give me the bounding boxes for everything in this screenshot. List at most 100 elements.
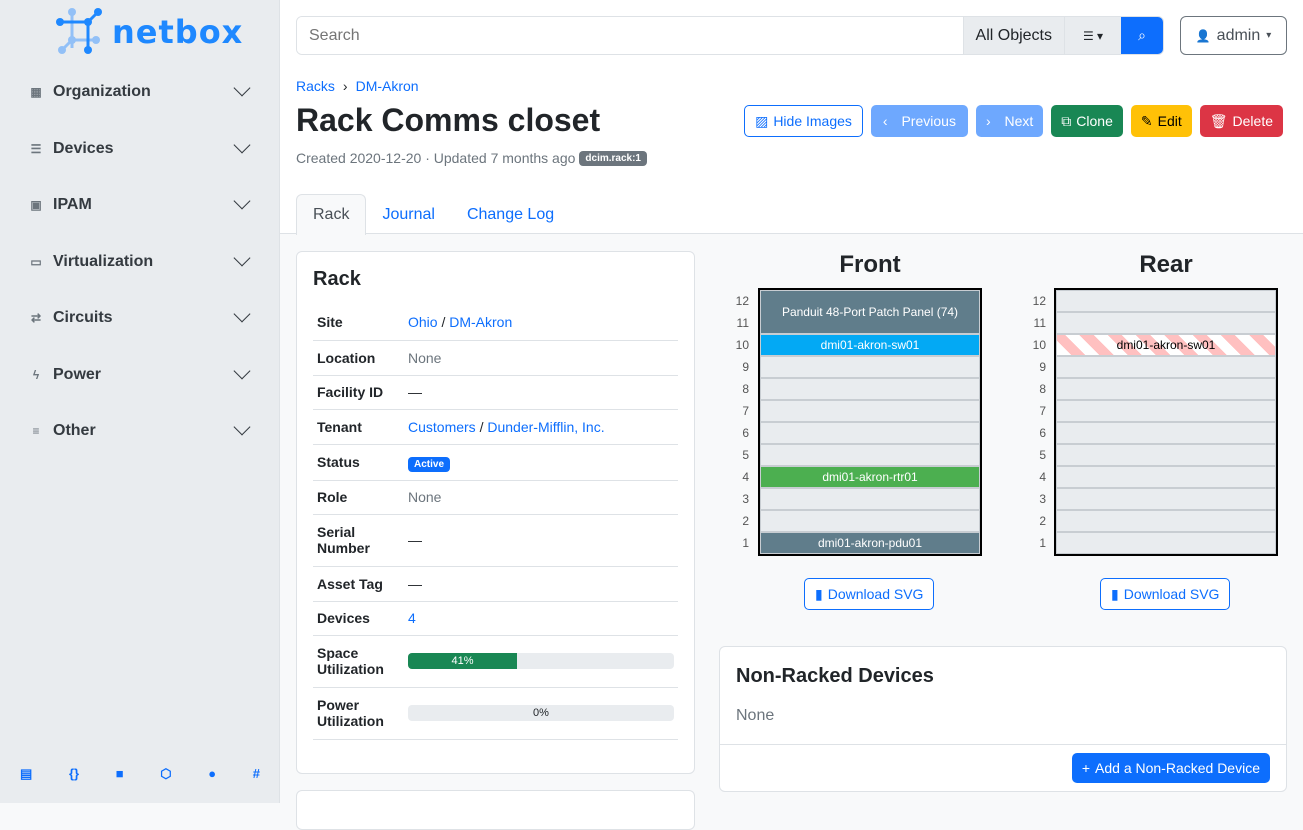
empty-unit-slot[interactable] (760, 400, 980, 422)
unit-number: 10 (1032, 338, 1046, 352)
search-bar: All Objects ☰ ▾ ⌕ (296, 16, 1164, 55)
nav-ipam[interactable]: ▣ IPAM (28, 190, 252, 220)
empty-unit-slot[interactable] (1056, 488, 1276, 510)
delete-button[interactable]: 🗑 Delete (1199, 105, 1283, 137)
nav-circuits[interactable]: ⇄ Circuits (28, 303, 252, 333)
nav-organization[interactable]: ▦ Organization (28, 77, 252, 107)
breadcrumb-racks[interactable]: Racks (296, 78, 335, 94)
non-racked-value: None (736, 707, 775, 724)
empty-unit-slot[interactable] (1056, 356, 1276, 378)
rack-device[interactable]: dmi01-akron-pdu01 (760, 532, 980, 554)
serial-value: — (404, 514, 678, 567)
power-utilization-bar: 0% (408, 705, 674, 721)
download-rear-svg-button[interactable]: ▮ Download SVG (1100, 578, 1231, 610)
empty-unit-slot[interactable] (1056, 290, 1276, 312)
empty-unit-slot[interactable] (760, 510, 980, 532)
empty-unit-slot[interactable] (760, 378, 980, 400)
download-front-svg-button[interactable]: ▮ Download SVG (804, 578, 935, 610)
rack-device[interactable]: dmi01-akron-sw01 (760, 334, 980, 356)
button-label: Hide Images (773, 113, 852, 129)
rack-card: Rack Site Ohio / DM-Akron Location None Fa… (296, 251, 695, 774)
progress-fill: 41% (408, 653, 518, 669)
tab-journal[interactable]: Journal (382, 205, 435, 223)
hide-images-button[interactable]: ▨ Hide Images (744, 105, 863, 137)
caret-down-icon: ▾ (1266, 30, 1272, 41)
empty-unit-slot[interactable] (760, 356, 980, 378)
empty-unit-slot[interactable] (1056, 510, 1276, 532)
netbox-logo-icon (56, 8, 102, 54)
tenant-group-link[interactable]: Customers (408, 418, 476, 435)
search-button[interactable]: ⌕ (1121, 17, 1163, 54)
devices-link[interactable]: 4 (408, 610, 416, 626)
tenant-link[interactable]: Dunder-Mifflin, Inc. (487, 418, 605, 435)
empty-unit-slot[interactable] (760, 444, 980, 466)
file-icon: ▮ (1111, 585, 1119, 602)
unit-number: 11 (1033, 316, 1046, 330)
search-input[interactable] (297, 17, 963, 54)
empty-unit-slot[interactable] (1056, 466, 1276, 488)
github-icon[interactable]: ● (208, 766, 217, 781)
previous-button[interactable]: ‹ Previous (870, 105, 968, 137)
nav-other[interactable]: ≡ Other (28, 416, 252, 446)
card-title: Rack (313, 268, 361, 290)
netbox-logo[interactable]: netbox (56, 8, 243, 56)
slack-icon[interactable]: # (252, 766, 260, 781)
label: Facility ID (313, 375, 404, 410)
filter-dropdown[interactable]: ☰ ▾ (1064, 17, 1121, 54)
chevron-down-icon (233, 362, 251, 380)
chevron-down-icon (233, 192, 251, 210)
rack-device[interactable]: Panduit 48-Port Patch Panel (74) (760, 290, 980, 334)
book-icon[interactable]: ■ (115, 766, 124, 781)
rack-front-elevation[interactable]: Panduit 48-Port Patch Panel (74) dmi01-ak… (758, 288, 982, 556)
search-scope-select[interactable]: All Objects (962, 17, 1064, 54)
nav-label: Devices (53, 140, 114, 157)
docs-icon[interactable]: ▤ (20, 766, 33, 781)
add-non-racked-device-button[interactable]: + Add a Non-Racked Device (1071, 753, 1270, 783)
unit-number: 12 (1032, 294, 1046, 308)
tab-rack[interactable]: Rack (296, 194, 367, 235)
site-link[interactable]: DM-Akron (449, 314, 513, 331)
tab-change-log[interactable]: Change Log (466, 205, 555, 223)
next-card (296, 790, 695, 830)
page-title: Rack Comms closet (296, 102, 601, 138)
unit-number: 1 (742, 536, 749, 550)
rear-title: Rear (1139, 251, 1193, 278)
rack-device[interactable]: dmi01-akron-rtr01 (760, 466, 980, 488)
facility-value: — (404, 375, 678, 410)
role-value: None (404, 480, 678, 515)
region-link[interactable]: Ohio (408, 314, 438, 331)
rack-attributes-table: Site Ohio / DM-Akron Location None Facilit… (313, 305, 678, 740)
object-badge: dcim.rack:1 (579, 150, 647, 166)
nav-devices[interactable]: ☰ Devices (28, 134, 252, 164)
label: Asset Tag (313, 566, 404, 602)
empty-unit-slot[interactable] (760, 488, 980, 510)
user-menu[interactable]: 👤 admin ▾ (1180, 16, 1287, 55)
label: Status (313, 444, 404, 481)
chevron-down-icon (233, 79, 251, 97)
empty-unit-slot[interactable] (760, 422, 980, 444)
empty-unit-slot[interactable] (1056, 400, 1276, 422)
empty-unit-slot[interactable] (1056, 378, 1276, 400)
empty-unit-slot[interactable] (1056, 532, 1276, 554)
nav-virtualization[interactable]: ▭ Virtualization (28, 247, 252, 277)
button-label: Clone (1076, 113, 1113, 129)
next-button[interactable]: › Next (975, 105, 1044, 137)
unit-number: 4 (742, 470, 749, 484)
filter-icon: ☰ ▾ (1082, 28, 1104, 43)
edit-button[interactable]: ✎ Edit (1130, 105, 1192, 137)
breadcrumb-site[interactable]: DM-Akron (355, 78, 419, 94)
rack-rear-elevation[interactable]: dmi01-akron-sw01 (1054, 288, 1278, 556)
unit-number: 12 (735, 294, 749, 308)
unit-number: 7 (1039, 404, 1046, 418)
lightning-icon: ϟ (32, 368, 40, 382)
rack-device[interactable]: dmi01-akron-sw01 (1056, 334, 1276, 356)
graphql-icon[interactable]: ⬡ (160, 766, 172, 781)
nav-power[interactable]: ϟ Power (28, 360, 252, 390)
image-icon: ▨ (755, 112, 769, 129)
empty-unit-slot[interactable] (1056, 422, 1276, 444)
circuit-icon: ⇄ (30, 311, 42, 325)
clone-button[interactable]: ⧉ Clone (1051, 105, 1123, 137)
empty-unit-slot[interactable] (1056, 312, 1276, 334)
api-icon[interactable]: {} (68, 766, 80, 781)
empty-unit-slot[interactable] (1056, 444, 1276, 466)
